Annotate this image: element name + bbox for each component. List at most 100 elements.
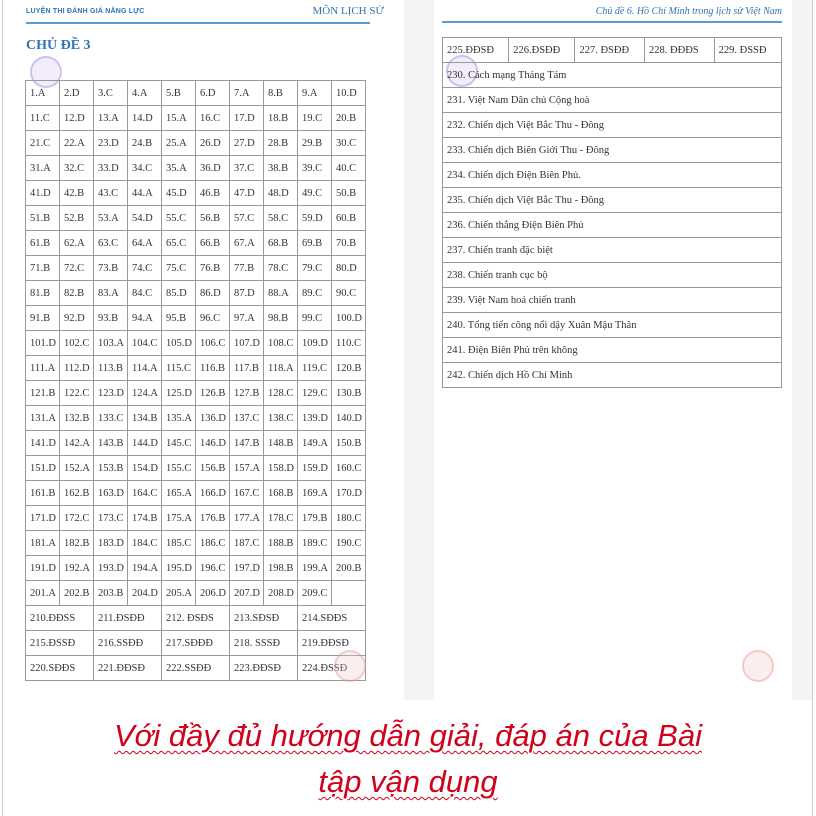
answer-cell: 98.B (263, 305, 298, 331)
answer-cell: 87.D (229, 280, 264, 306)
answer-cell: 237. Chiến tranh đặc biệt (442, 237, 782, 263)
answer-cell: 83.A (93, 280, 128, 306)
answer-cell: 65.C (161, 230, 196, 256)
answer-cell: 152.A (59, 455, 94, 481)
answer-cell: 159.D (297, 455, 332, 481)
frame-border-right (812, 0, 813, 816)
answer-cell: 239. Việt Nam hoá chiến tranh (442, 287, 782, 313)
answer-cell: 191.D (25, 555, 60, 581)
table-row: 171.D 172.C 173.C 174.B 175.A 176.B 177.A 178.C… (25, 505, 366, 531)
answer-cell: 148.B (263, 430, 298, 456)
answer-cell: 173.C (93, 505, 128, 531)
answer-cell: 85.D (161, 280, 196, 306)
table-row: 225.ĐĐSĐ 226.ĐSĐĐ 227. ĐSĐĐ 228. ĐĐĐS 229. Đ… (441, 37, 783, 63)
table-row: 241. Điện Biên Phủ trên không (442, 337, 782, 363)
table-row: 210.ĐĐSS 211.ĐSĐĐ 212. ĐSĐS 213.SĐSĐ 214.SĐĐ… (25, 605, 366, 631)
answer-cell: 225.ĐĐSĐ (441, 37, 510, 63)
table-row: 61.B 62.A 63.C 64.A 65.C 66.B 67.A 68.B 69.B 70.B (25, 230, 366, 256)
answer-cell: 178.C (263, 505, 298, 531)
answer-cell: 144.D (127, 430, 162, 456)
answer-cell: 160.C (331, 455, 366, 481)
answer-cell: 4.A (127, 80, 162, 106)
answer-cell: 74.C (127, 255, 162, 281)
answer-cell: 171.D (25, 505, 60, 531)
answer-cell: 1.A (25, 80, 60, 106)
answer-cell: 12.D (59, 105, 94, 131)
table-row: 71.B 72.C 73.B 74.C 75.C 76.B 77.B 78.C 79.C 80.D (25, 255, 366, 281)
answer-cell: 88.A (263, 280, 298, 306)
table-row: 220.SĐĐS 221.ĐĐSĐ 222.SSĐĐ 223.ĐĐSĐ 224.ĐSSĐ (25, 655, 366, 681)
answer-cell: 233. Chiến dịch Biên Giới Thu - Đông (442, 137, 782, 163)
answer-cell: 38.B (263, 155, 298, 181)
answer-cell: 47.D (229, 180, 264, 206)
chapter-header: Chủ đề 6. Hồ Chí Minh trong lịch sử Việt… (595, 6, 782, 17)
answer-cell: 212. ĐSĐS (161, 605, 230, 631)
answer-cell: 92.D (59, 305, 94, 331)
answer-cell: 206.D (195, 580, 230, 606)
answer-cell: 145.C (161, 430, 196, 456)
answer-cell: 199.A (297, 555, 332, 581)
header-left-title: LUYỆN THI ĐÁNH GIÁ NĂNG LỰC (26, 8, 145, 15)
answer-cell: 195.D (161, 555, 196, 581)
answer-cell: 76.B (195, 255, 230, 281)
answer-cell: 209.C (297, 580, 332, 606)
answer-cell: 129.C (297, 380, 332, 406)
answer-cell: 62.A (59, 230, 94, 256)
answer-cell: 116.B (195, 355, 230, 381)
table-row: 51.B 52.B 53.A 54.D 55.C 56.B 57.C 58.C 59.D 60.B (25, 205, 366, 231)
answer-cell: 24.B (127, 130, 162, 156)
answer-cell: 26.D (195, 130, 230, 156)
answer-cell: 114.A (127, 355, 162, 381)
table-row: 233. Chiến dịch Biên Giới Thu - Đông (442, 137, 782, 163)
table-row: 238. Chiến tranh cục bộ (442, 262, 782, 288)
answer-cell: 203.B (93, 580, 128, 606)
table-row: 161.B 162.B 163.D 164.C 165.A 166.D 167.C 168.B… (25, 480, 366, 506)
answer-cell: 91.B (25, 305, 60, 331)
answer-cell: 228. ĐĐĐS (644, 37, 715, 63)
left-page: LUYỆN THI ĐÁNH GIÁ NĂNG LỰC MÔN LỊCH SỬ … (14, 0, 404, 700)
right-page: Chủ đề 6. Hồ Chí Minh trong lịch sử Việt… (434, 0, 792, 700)
answer-cell: 124.A (127, 380, 162, 406)
answer-cell: 122.C (59, 380, 94, 406)
answer-cell: 103.A (93, 330, 128, 356)
answer-cell: 84.C (127, 280, 162, 306)
answer-cell: 194.A (127, 555, 162, 581)
answer-cell: 232. Chiến dịch Việt Bắc Thu - Đông (442, 112, 782, 138)
answer-cell: 115.C (161, 355, 196, 381)
answer-cell: 156.B (195, 455, 230, 481)
answer-cell: 55.C (161, 205, 196, 231)
answer-cell: 110.C (331, 330, 366, 356)
answer-cell: 167.C (229, 480, 264, 506)
answer-cell: 109.D (297, 330, 332, 356)
answer-cell: 94.A (127, 305, 162, 331)
caption-line-1: Với đầy đủ hướng dẫn giải, đáp án của Bà… (0, 718, 816, 754)
table-row: 111.A 112.D 113.B 114.A 115.C 116.B 117.B 118.A… (25, 355, 366, 381)
answer-cell: 14.D (127, 105, 162, 131)
table-row: 239. Việt Nam hoá chiến tranh (442, 287, 782, 313)
answer-cell: 184.C (127, 530, 162, 556)
answer-cell: 157.A (229, 455, 264, 481)
answer-cell: 240. Tổng tiến công nổi dậy Xuân Mậu Thâ… (442, 312, 782, 338)
answer-cell: 95.B (161, 305, 196, 331)
answer-cell: 40.C (331, 155, 366, 181)
caption-text-2: tập vận dụng (318, 764, 498, 799)
answer-cell: 53.A (93, 205, 128, 231)
answer-cell: 182.B (59, 530, 94, 556)
answer-cell: 9.A (297, 80, 332, 106)
answer-cell: 163.D (93, 480, 128, 506)
answer-cell: 96.C (195, 305, 230, 331)
header-subject: MÔN LỊCH SỬ (312, 5, 384, 17)
answer-cell: 196.C (195, 555, 230, 581)
answer-cell: 198.B (263, 555, 298, 581)
answer-cell: 36.D (195, 155, 230, 181)
answer-cell: 143.B (93, 430, 128, 456)
answer-cell: 48.D (263, 180, 298, 206)
answer-cell: 235. Chiến dịch Việt Bắc Thu - Đông (442, 187, 782, 213)
answer-cell: 25.A (161, 130, 196, 156)
answer-cell: 100.D (331, 305, 366, 331)
table-row: 101.D 102.C 103.A 104.C 105.D 106.C 107.D 108.C… (25, 330, 366, 356)
answer-cell: 33.D (93, 155, 128, 181)
answer-cell: 37.C (229, 155, 264, 181)
answer-cell: 49.C (297, 180, 332, 206)
answer-cell: 107.D (229, 330, 264, 356)
